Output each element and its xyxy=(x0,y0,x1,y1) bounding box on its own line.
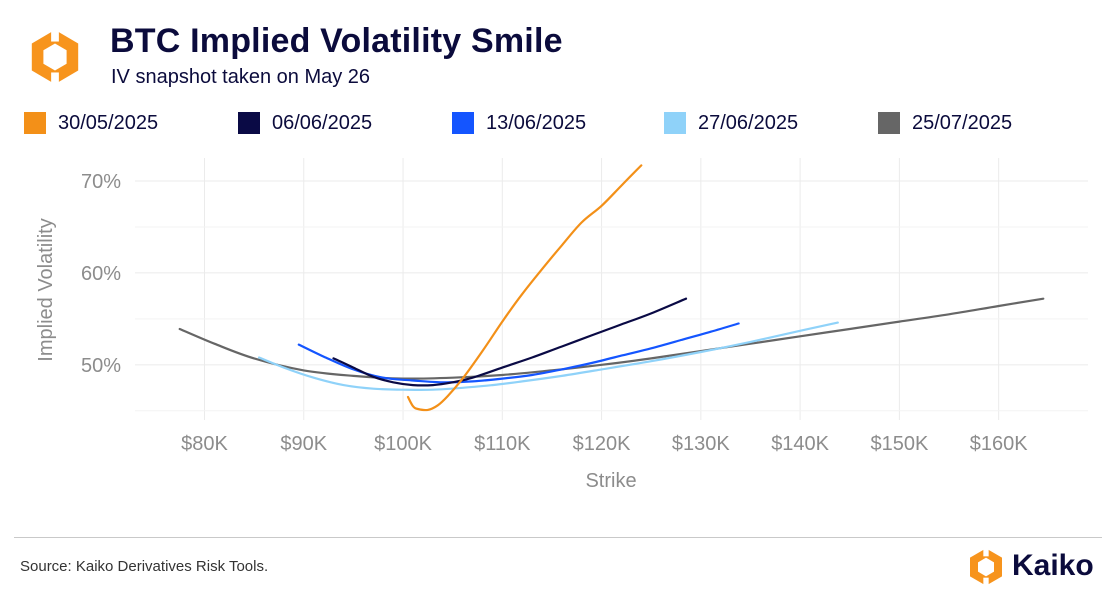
footer-divider xyxy=(14,537,1102,538)
legend-label: 25/07/2025 xyxy=(912,112,1013,134)
series-line-25-07-2025 xyxy=(178,297,1045,380)
kaiko-logo-icon xyxy=(31,28,79,86)
x-tick-label: $100K xyxy=(374,433,432,455)
legend-label: 13/06/2025 xyxy=(486,112,587,134)
iv-smile-chart: $80K $90K $100K $110K $120K $130K $140K $150K $1… xyxy=(35,158,1088,492)
chart-subtitle: IV snapshot taken on May 26 xyxy=(111,66,371,88)
legend-label: 27/06/2025 xyxy=(698,112,799,134)
series-line-06-06-2025 xyxy=(332,297,688,387)
legend-swatch xyxy=(452,112,474,134)
legend-swatch xyxy=(878,112,900,134)
chart-title: BTC Implied Volatility Smile xyxy=(110,22,563,60)
y-tick-label: 50% xyxy=(81,355,121,377)
series-lines xyxy=(178,164,1045,412)
series-line-30-05-2025 xyxy=(406,164,643,412)
x-axis-label: Strike xyxy=(585,470,636,492)
x-tick-label: $150K xyxy=(870,433,928,455)
kaiko-mark-icon xyxy=(970,547,1002,587)
x-tick-label: $160K xyxy=(970,433,1028,455)
legend-label: 30/05/2025 xyxy=(58,112,159,134)
x-tick-label: $90K xyxy=(280,433,327,455)
grid-lines xyxy=(135,158,1088,420)
x-tick-label: $140K xyxy=(771,433,829,455)
source-note: Source: Kaiko Derivatives Risk Tools. xyxy=(20,558,269,575)
kaiko-brand: Kaiko xyxy=(966,545,1106,589)
x-tick-label: $120K xyxy=(573,433,631,455)
legend-label: 06/06/2025 xyxy=(272,112,373,134)
x-tick-label: $80K xyxy=(181,433,228,455)
y-tick-label: 70% xyxy=(81,171,121,193)
x-tick-label: $130K xyxy=(672,433,730,455)
y-axis-label: Implied Volatility xyxy=(35,218,57,361)
legend-swatch xyxy=(664,112,686,134)
y-tick-label: 60% xyxy=(81,263,121,285)
legend-swatch xyxy=(24,112,46,134)
axis-ticks: $80K $90K $100K $110K $120K $130K $140K $150K $1… xyxy=(81,171,1028,455)
x-tick-label: $110K xyxy=(474,433,531,455)
brand-wordmark: Kaiko xyxy=(1012,549,1094,582)
series-line-27-06-2025 xyxy=(258,321,839,391)
legend-swatch xyxy=(238,112,260,134)
